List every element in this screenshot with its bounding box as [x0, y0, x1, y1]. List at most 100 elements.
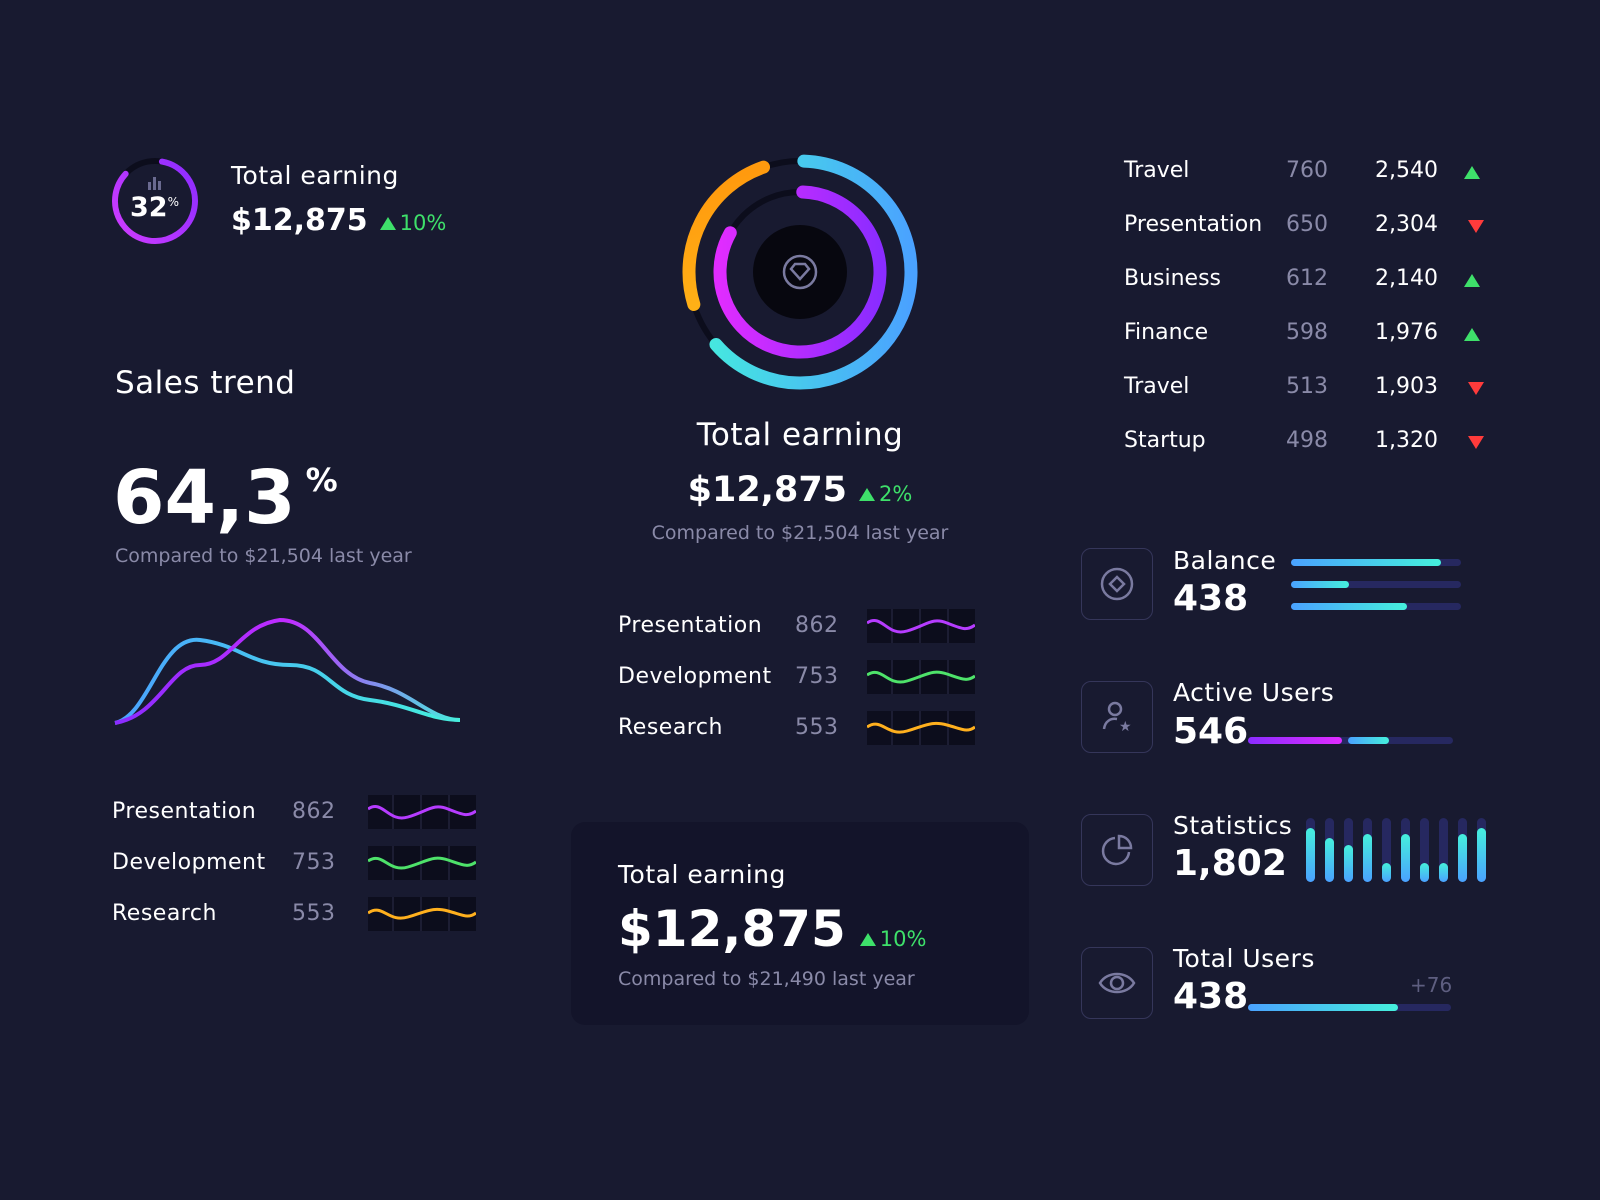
- list-item-label: Development: [112, 850, 266, 875]
- table-row[interactable]: Startup 498 1,320: [1124, 428, 1494, 458]
- card-compare: Compared to $21,490 last year: [618, 968, 915, 990]
- active-users-track: [1248, 737, 1453, 744]
- list-item-value: 862: [292, 799, 336, 824]
- list-item-label: Research: [112, 901, 217, 926]
- total-users-delta: +76: [1410, 973, 1453, 997]
- row-count: 498: [1286, 428, 1328, 453]
- center-ring-chart: [682, 154, 918, 390]
- center-compare: Compared to $21,504 last year: [651, 522, 949, 544]
- earning-card: Total earning $12,875 10% Compared to $2…: [571, 822, 1029, 1025]
- list-item-value: 753: [292, 850, 336, 875]
- balance-bar: [1291, 603, 1461, 610]
- center-amount: $12,875: [687, 470, 848, 510]
- statistics-bar: [1344, 818, 1353, 882]
- card-title: Total earning: [618, 860, 786, 889]
- coin-icon: [1100, 567, 1134, 601]
- up-arrow-icon: [859, 488, 876, 501]
- list-item-value: 553: [292, 901, 336, 926]
- up-arrow-icon: [859, 933, 876, 946]
- table-row[interactable]: Finance 598 1,976: [1124, 320, 1494, 350]
- bar-chart-icon: [148, 177, 161, 190]
- up-arrow-icon: [379, 217, 396, 230]
- sparkline: [867, 609, 975, 643]
- total-users-track: [1248, 1004, 1451, 1011]
- table-row[interactable]: Presentation 650 2,304: [1124, 212, 1494, 242]
- top-earning-amount: $12,875: [231, 203, 368, 238]
- sales-trend-unit: %: [305, 461, 338, 499]
- row-label: Travel: [1124, 374, 1190, 399]
- row-total: 1,320: [1375, 428, 1438, 453]
- trend-line-purple: [114, 617, 461, 725]
- center-change: 2%: [879, 482, 913, 506]
- list-item-value: 553: [795, 715, 839, 740]
- card-amount: $12,875: [618, 900, 846, 958]
- sparkline: [368, 897, 476, 931]
- statistics-bar: [1458, 818, 1467, 882]
- ring-value: 32: [130, 192, 168, 223]
- sales-trend-value: 64,3: [113, 455, 296, 541]
- statistics-bar: [1363, 818, 1372, 882]
- row-total: 1,976: [1375, 320, 1438, 345]
- row-count: 513: [1286, 374, 1328, 399]
- statistics-bar: [1382, 818, 1391, 882]
- user-star-icon: ★: [1102, 701, 1132, 735]
- sparkline: [867, 711, 975, 745]
- row-count: 598: [1286, 320, 1328, 345]
- statistics-bar: [1477, 818, 1486, 882]
- balance-label: Balance: [1173, 546, 1277, 575]
- list-item-label: Research: [618, 715, 723, 740]
- row-label: Finance: [1124, 320, 1209, 345]
- balance-value: 438: [1173, 578, 1249, 619]
- up-arrow-icon: [1464, 328, 1480, 341]
- list-item-value: 753: [795, 664, 839, 689]
- down-arrow-icon: [1468, 382, 1484, 395]
- card-change: 10%: [879, 927, 927, 951]
- statistics-bar: [1306, 818, 1315, 882]
- balance-bar: [1291, 559, 1461, 566]
- row-total: 2,304: [1375, 212, 1438, 237]
- active-users-icon-box[interactable]: ★: [1081, 681, 1153, 753]
- statistics-bar: [1325, 818, 1334, 882]
- table-row[interactable]: Travel 760 2,540: [1124, 158, 1494, 188]
- eye-icon: [1098, 972, 1136, 994]
- down-arrow-icon: [1468, 436, 1484, 449]
- list-item-value: 862: [795, 613, 839, 638]
- sales-trend-chart: [114, 617, 461, 725]
- balance-icon-box[interactable]: [1081, 548, 1153, 620]
- ring-outer-orange: [682, 154, 918, 390]
- up-arrow-icon: [1464, 274, 1480, 287]
- list-item-label: Presentation: [112, 799, 257, 824]
- row-total: 2,140: [1375, 266, 1438, 291]
- ring-outer-cyan: [682, 154, 918, 390]
- trend-line-blue: [114, 637, 461, 725]
- down-arrow-icon: [1468, 220, 1484, 233]
- total-users-icon-box[interactable]: [1081, 947, 1153, 1019]
- top-earning-title: Total earning: [231, 161, 399, 190]
- table-row[interactable]: Business 612 2,140: [1124, 266, 1494, 296]
- pie-chart-icon: [1101, 834, 1133, 866]
- ring-inner-purple: [713, 185, 887, 359]
- ring-unit: %: [167, 195, 179, 209]
- row-label: Business: [1124, 266, 1222, 291]
- row-label: Presentation: [1124, 212, 1263, 237]
- row-label: Travel: [1124, 158, 1190, 183]
- balance-bar: [1291, 581, 1461, 588]
- sales-trend-compare: Compared to $21,504 last year: [115, 545, 412, 567]
- statistics-bar: [1401, 818, 1410, 882]
- sparkline: [368, 846, 476, 880]
- diamond-icon: [782, 254, 818, 290]
- row-total: 2,540: [1375, 158, 1438, 183]
- svg-text:★: ★: [1119, 719, 1132, 735]
- statistics-icon-box[interactable]: [1081, 814, 1153, 886]
- sparkline: [867, 660, 975, 694]
- table-row[interactable]: Travel 513 1,903: [1124, 374, 1494, 404]
- row-count: 612: [1286, 266, 1328, 291]
- total-users-value: 438: [1173, 976, 1249, 1017]
- active-users-value: 546: [1173, 711, 1249, 752]
- list-item-label: Presentation: [618, 613, 763, 638]
- earning-ring: 32%: [110, 156, 200, 246]
- row-count: 650: [1286, 212, 1328, 237]
- center-title: Total earning: [696, 417, 904, 453]
- top-earning-change: 10%: [399, 211, 447, 235]
- row-count: 760: [1286, 158, 1328, 183]
